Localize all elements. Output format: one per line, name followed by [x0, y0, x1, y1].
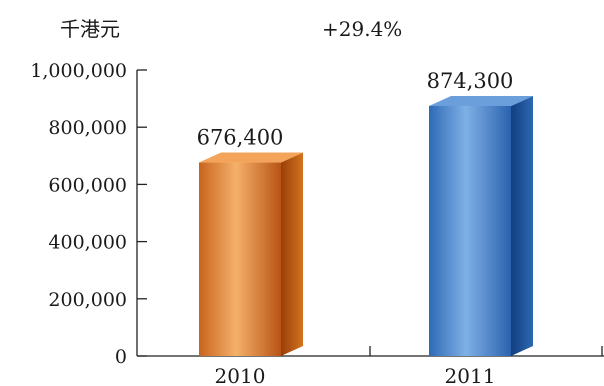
bar-front — [199, 162, 281, 356]
x-axis-labels: 2010 2011 — [215, 346, 603, 386]
x-tick-label-2010: 2010 — [215, 364, 266, 386]
bar-front — [429, 105, 511, 357]
y-tick-label: 400,000 — [48, 232, 127, 254]
y-tick-label: 200,000 — [48, 289, 127, 311]
y-tick-label: 600,000 — [48, 174, 127, 196]
data-label-2010: 676,400 — [197, 126, 284, 150]
y-tick-label: 1,000,000 — [30, 60, 127, 82]
bar-2011 — [429, 95, 533, 357]
growth-annotation: +29.4% — [322, 17, 402, 41]
bar-top — [199, 152, 303, 163]
y-tick-label: 0 — [115, 346, 127, 368]
y-tick-label: 800,000 — [48, 117, 127, 139]
bars: 676,400 874,300 — [197, 69, 533, 357]
y-axis-ticks: 0 200,000 400,000 600,000 800,000 1,000,000 — [30, 60, 147, 368]
bar-side — [281, 152, 303, 356]
data-label-2011: 874,300 — [427, 69, 514, 93]
bar-side — [511, 95, 533, 357]
bar-top — [429, 95, 533, 106]
bar-2010 — [199, 152, 303, 356]
unit-label: 千港元 — [60, 17, 120, 41]
x-tick-label-2011: 2011 — [445, 364, 496, 386]
